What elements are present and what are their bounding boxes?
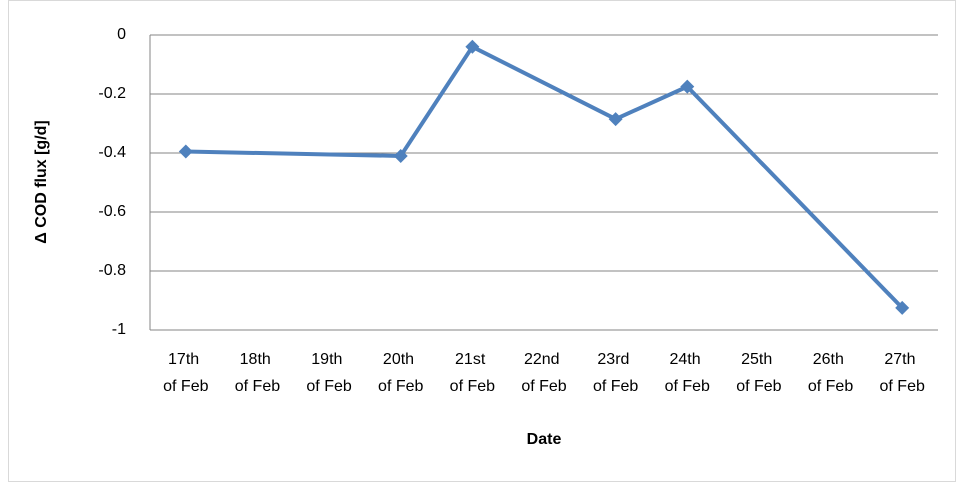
x-tick-label: 25th of Feb: [736, 351, 781, 395]
y-tick-label: -0.6: [98, 203, 126, 220]
data-point: [393, 148, 408, 163]
x-tick-label: 20th of Feb: [378, 351, 423, 395]
x-tick-label: 21st of Feb: [450, 351, 495, 395]
data-point: [178, 144, 193, 159]
y-tick-label: -0.4: [98, 144, 126, 161]
x-tick-label: 23rd of Feb: [593, 351, 638, 395]
data-point: [608, 112, 623, 127]
x-tick-label: 27th of Feb: [880, 351, 925, 395]
x-tick-label: 22nd of Feb: [521, 351, 566, 395]
data-point: [465, 39, 480, 54]
y-axis-title: Δ COD flux [g/d]: [33, 120, 50, 243]
y-tick-label: 0: [117, 26, 126, 43]
data-point: [895, 300, 910, 315]
chart-frame: [8, 0, 956, 482]
y-tick-label: -0.2: [98, 85, 126, 102]
x-tick-label: 19th of Feb: [306, 351, 351, 395]
x-tick-label: 18th of Feb: [235, 351, 280, 395]
y-tick-label: -1: [112, 321, 126, 338]
x-tick-label: 17th of Feb: [163, 351, 208, 395]
x-tick-label: 24th of Feb: [665, 351, 710, 395]
x-tick-label: 26th of Feb: [808, 351, 853, 395]
data-point: [680, 79, 695, 94]
data-line: [185, 44, 904, 310]
y-tick-label: -0.8: [98, 262, 126, 279]
x-axis-title: Date: [527, 431, 562, 448]
